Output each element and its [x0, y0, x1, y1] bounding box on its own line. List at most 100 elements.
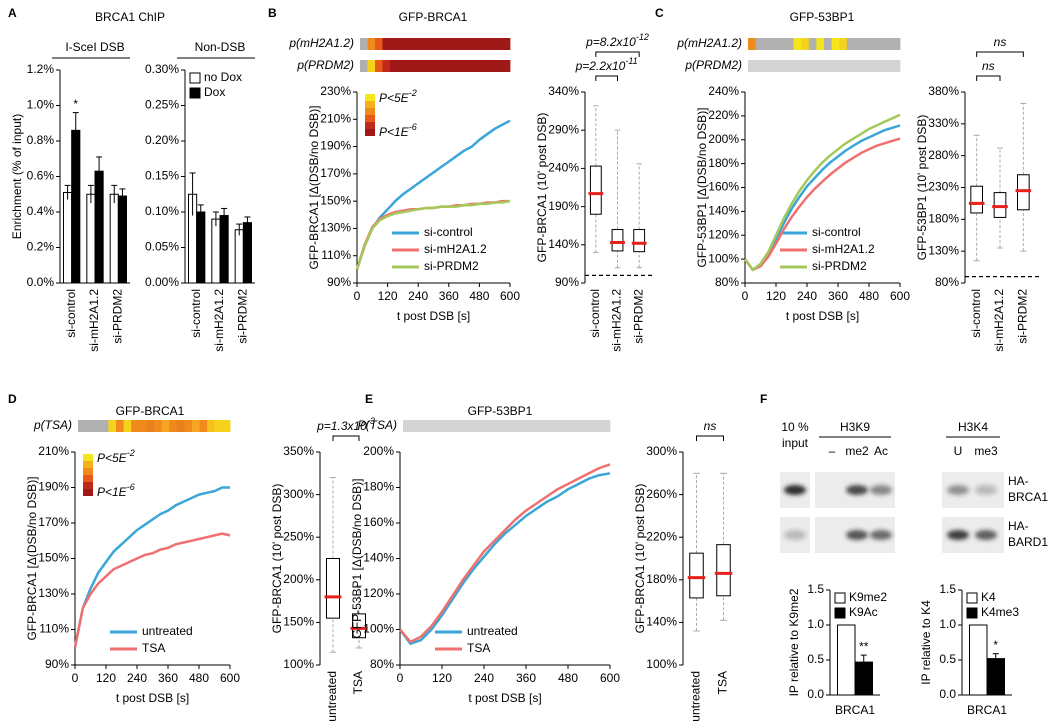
x-tick-label: TSA	[716, 671, 730, 694]
comparison-bracket	[976, 75, 1001, 81]
significance: **	[859, 639, 869, 653]
lane-label: U	[954, 444, 963, 458]
x-tick-label: 120	[766, 289, 786, 303]
y-axis-label: GFP-BRCA1 (10' post DSB)	[633, 484, 647, 634]
p-value-cell	[755, 38, 764, 50]
y-tick-label: 0.0	[939, 687, 956, 701]
p-legend-cell	[83, 489, 93, 496]
p-value-cell	[207, 420, 216, 432]
p-legend-cell	[365, 101, 375, 108]
legend-label: TSA	[142, 641, 165, 655]
y-tick-label: 1.5	[807, 582, 824, 596]
p-legend-cell	[365, 108, 375, 115]
y-tick-label: 130%	[928, 243, 959, 257]
x-tick-label: 360	[516, 671, 536, 685]
y-axis-label: GFP-BRCA1 [Δ(DSB/no DSB)]	[307, 105, 321, 269]
p-value-cell	[427, 60, 436, 72]
y-tick-label: 190%	[320, 139, 351, 153]
panel-letter: E	[365, 392, 373, 406]
p-value-cell	[420, 38, 428, 50]
x-tick-label: 120	[432, 671, 452, 685]
exponent: -11	[625, 56, 637, 66]
p-value-cell	[192, 420, 200, 432]
legend-swatch	[834, 592, 846, 604]
box	[970, 185, 983, 214]
y-tick-label: 150%	[283, 615, 314, 629]
p-value-cell	[390, 60, 398, 72]
p-legend-cell	[83, 454, 93, 461]
y-tick-label: 160%	[363, 515, 394, 529]
blot-band	[870, 530, 892, 540]
legend-label: TSA	[467, 641, 490, 655]
significance: *	[73, 97, 78, 111]
p-value-cell	[487, 38, 496, 50]
y-tick-label: 160%	[708, 180, 739, 194]
x-tick-label: 360	[828, 289, 848, 303]
y-tick-label: 1.2%	[27, 62, 55, 76]
y-tick-label: 0.2%	[27, 240, 55, 254]
y-tick-label: 140%	[646, 615, 677, 629]
comparison-bracket	[696, 435, 724, 441]
box	[1017, 174, 1030, 211]
p-value-cell	[360, 60, 368, 72]
y-tick-label: 0.00%	[145, 275, 179, 289]
p-value-cell	[450, 38, 458, 50]
series-line	[743, 137, 901, 272]
comparison-label: p=1.3x10-3	[316, 416, 375, 433]
x-tick-label: 600	[220, 671, 240, 685]
x-axis-label: t post DSB [s]	[468, 691, 541, 705]
p-value-cell	[892, 38, 901, 50]
p-value-cell	[360, 38, 368, 50]
y-tick-label: 140%	[548, 237, 579, 251]
x-tick-label: si-control	[64, 289, 78, 338]
y-tick-label: 100%	[708, 251, 739, 265]
series-line	[73, 486, 230, 648]
y-tick-label: 180%	[928, 212, 959, 226]
bar	[86, 193, 96, 284]
group-label: H3K9	[840, 420, 870, 434]
p-value-cell	[138, 420, 147, 432]
y-tick-label: 0.4%	[27, 204, 55, 218]
y-axis-label: GFP-53BP1 [Δ(DSB/no DSB)]	[350, 478, 364, 638]
series-line	[743, 113, 901, 272]
legend-swatch	[834, 607, 846, 619]
legend-swatch	[966, 592, 978, 604]
p-value-cell	[382, 60, 391, 72]
comparison-bracket	[595, 51, 640, 57]
p-value-cell	[93, 420, 102, 432]
p-legend-cell	[83, 468, 93, 475]
y-tick-label: 260%	[646, 487, 677, 501]
p-value-cell	[85, 420, 94, 432]
x-tick-label: 600	[890, 289, 910, 303]
y-axis-label: IP relative to K4	[919, 600, 933, 685]
y-tick-label: 110%	[39, 622, 69, 636]
blot-band	[784, 485, 806, 495]
strip-label: p(PRDM2)	[684, 58, 742, 72]
p-value-cell	[123, 420, 132, 432]
p-value-cell	[808, 38, 817, 50]
blot-band	[846, 530, 868, 540]
strip-label: p(mH2A1.2)	[676, 36, 742, 50]
lane-label: Ac	[874, 444, 888, 458]
p-value-cell	[161, 420, 170, 432]
y-tick-label: 250%	[283, 529, 314, 543]
p-value-cell	[222, 420, 231, 432]
y-tick-label: 0.0	[807, 687, 824, 701]
p-value-cell	[412, 60, 421, 72]
p-legend-cell	[83, 482, 93, 489]
p-value-cell	[420, 60, 428, 72]
x-tick-label: 480	[558, 671, 578, 685]
box	[326, 558, 340, 619]
legend-label: Dox	[204, 85, 225, 99]
p-value-cell	[465, 38, 473, 50]
subtitle: I-SceI DSB	[65, 40, 124, 54]
bar	[234, 229, 244, 284]
y-tick-label: 0.8%	[27, 133, 55, 147]
y-tick-label: 0.5	[939, 652, 956, 666]
p-value-cell	[839, 38, 848, 50]
y-tick-label: 0.10%	[145, 204, 179, 218]
y-tick-label: 0.5	[807, 652, 824, 666]
box	[993, 192, 1007, 218]
y-axis-label: Enrichment (% of input)	[10, 114, 24, 239]
legend-swatch	[966, 607, 978, 619]
